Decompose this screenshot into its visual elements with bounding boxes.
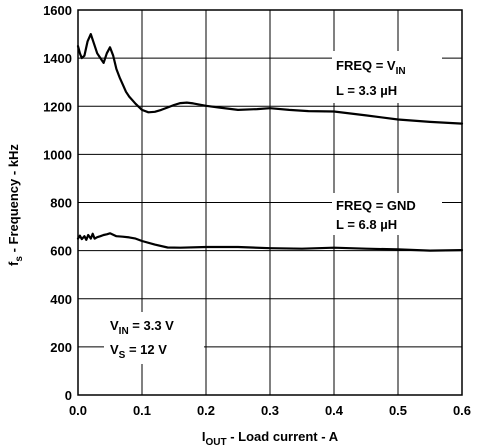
annotation-vs-condition: VS = 12 V xyxy=(110,342,167,361)
annotation-bg-gnd xyxy=(332,193,442,235)
plot-frame xyxy=(77,9,463,396)
annotation-vin-condition-rest: = 3.3 V xyxy=(129,318,174,333)
y-tick-label: 1200 xyxy=(43,99,72,114)
x-axis-title-sub: OUT xyxy=(206,437,227,448)
annotation-backgrounds xyxy=(104,51,442,364)
series-line-0 xyxy=(76,33,464,125)
annotation-l-68: L = 6.8 µH xyxy=(336,217,397,232)
annotation-vs-condition-main: V xyxy=(110,342,119,357)
x-tick-label: 0.5 xyxy=(389,403,407,418)
y-tick-label: 600 xyxy=(50,244,72,259)
series-lines xyxy=(76,33,464,252)
y-tick-labels: 0 200 400 600 800 1000 1200 1400 1600 xyxy=(43,3,72,403)
annotation-bg-vin xyxy=(332,51,442,103)
annotation-vs-condition-rest: = 12 V xyxy=(125,342,167,357)
annotation-freq-gnd: FREQ = GND xyxy=(336,198,416,213)
y-axis-title-rest: - Frequency - kHz xyxy=(6,144,21,256)
y-tick-label: 1000 xyxy=(43,147,72,162)
x-axis-title-main: I xyxy=(202,429,206,444)
annotation-freq-vin-sub: IN xyxy=(396,66,406,77)
x-tick-label: 0.4 xyxy=(325,403,344,418)
annotation-freq-vin: FREQ = VIN xyxy=(336,58,406,77)
y-axis-title: fs - Frequency - kHz xyxy=(6,144,25,266)
annotation-bg-conditions xyxy=(104,312,204,364)
x-tick-labels: 0.0 0.1 0.2 0.3 0.4 0.5 0.6 xyxy=(69,403,471,418)
y-tick-label: 400 xyxy=(50,292,72,307)
y-axis-title-sub: s xyxy=(14,256,25,262)
x-tick-label: 0.2 xyxy=(197,403,215,418)
x-tick-label: 0.6 xyxy=(453,403,471,418)
y-tick-label: 1600 xyxy=(43,3,72,18)
x-axis-title-rest: - Load current - A xyxy=(227,429,339,444)
y-tick-label: 1400 xyxy=(43,51,72,66)
annotation-l-33: L = 3.3 µH xyxy=(336,83,397,98)
y-tick-label: 800 xyxy=(50,196,72,211)
x-tick-label: 0.1 xyxy=(133,403,151,418)
annotation-freq-vin-main: FREQ = V xyxy=(336,58,396,73)
x-tick-label: 0.3 xyxy=(261,403,279,418)
annotation-vin-condition-main: V xyxy=(110,318,119,333)
annotation-vin-condition: VIN = 3.3 V xyxy=(110,318,174,337)
x-tick-label: 0.0 xyxy=(69,403,87,418)
y-tick-label: 200 xyxy=(50,340,72,355)
x-axis-title: IOUT - Load current - A xyxy=(202,429,339,448)
series-line-1 xyxy=(76,232,464,252)
annotation-vs-condition-sub: S xyxy=(119,350,126,361)
y-axis-title-main: f xyxy=(6,261,21,266)
y-tick-label: 0 xyxy=(65,388,72,403)
annotation-vin-condition-sub: IN xyxy=(119,326,129,337)
